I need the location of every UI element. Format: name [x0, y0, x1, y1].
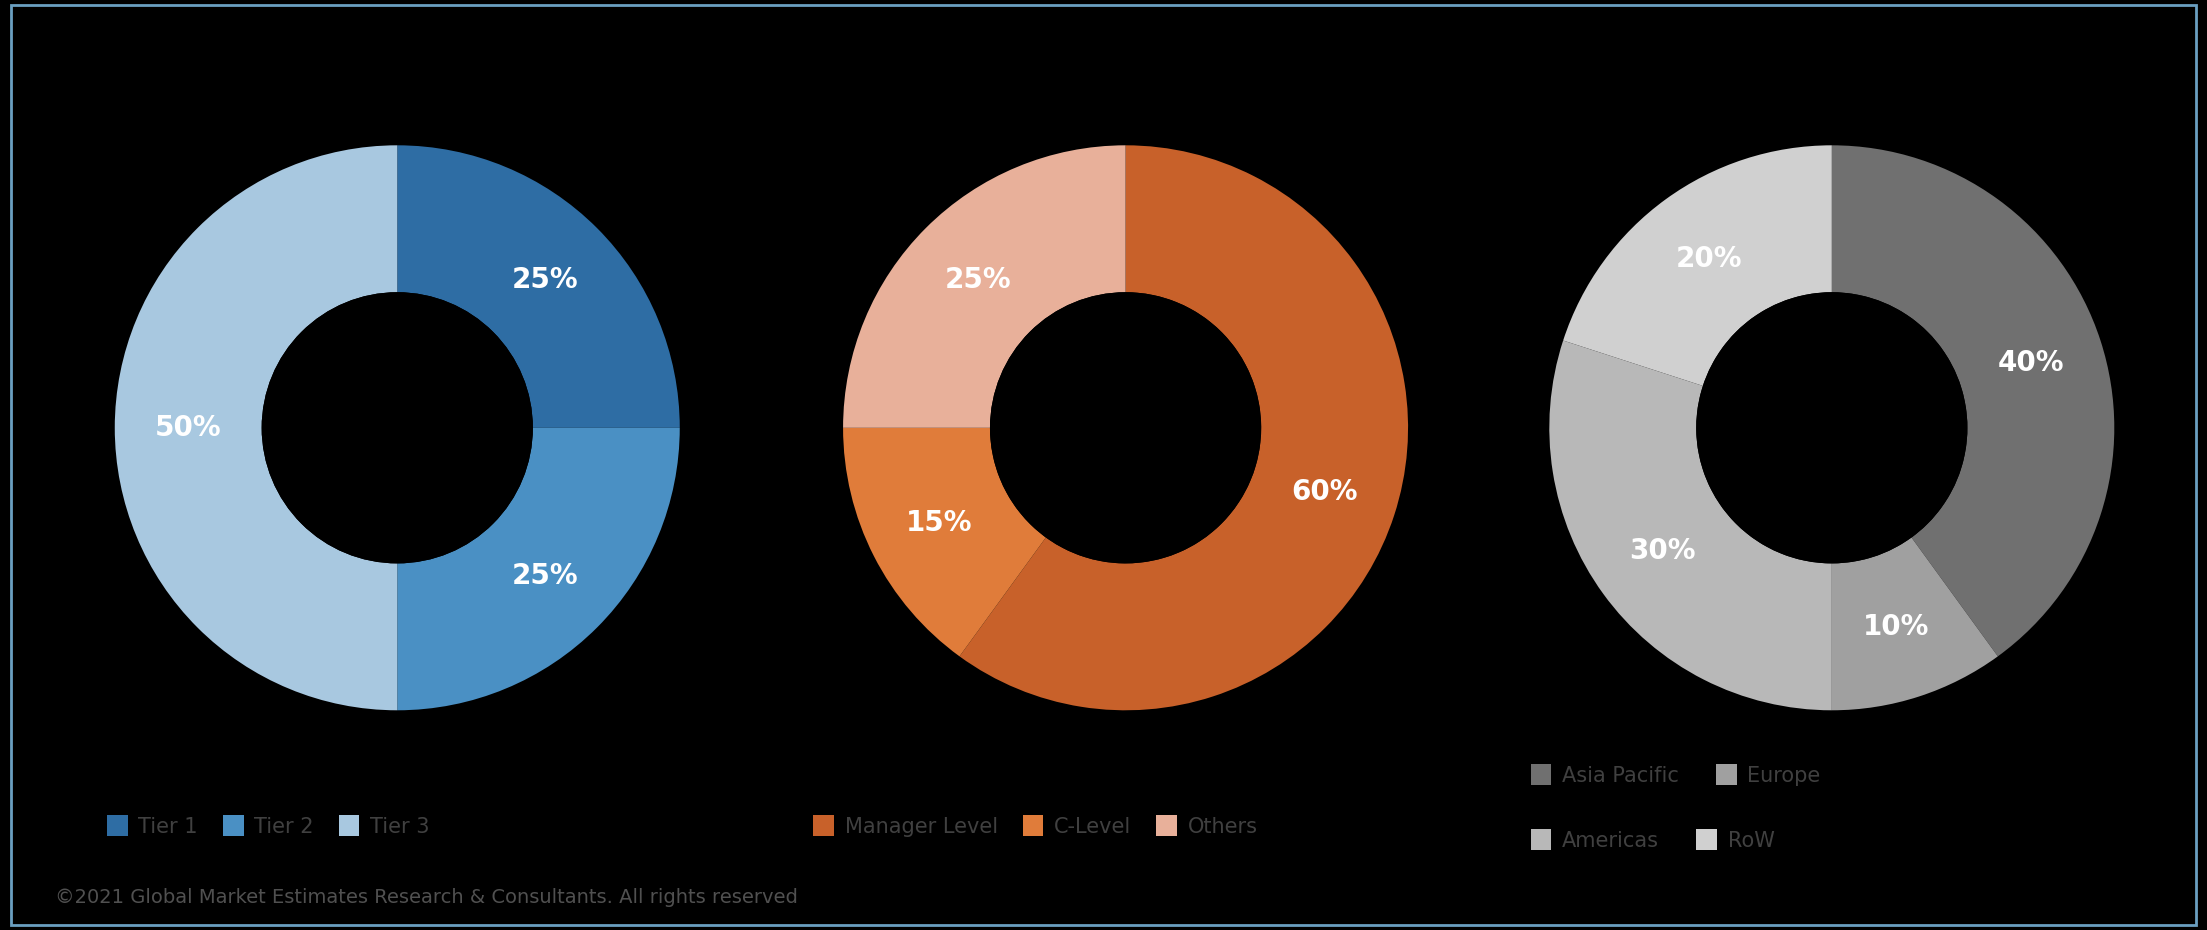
Wedge shape	[843, 428, 1046, 657]
Wedge shape	[1832, 145, 2114, 657]
Wedge shape	[115, 145, 397, 711]
Text: 10%: 10%	[1863, 613, 1929, 641]
Text: ©2021 Global Market Estimates Research & Consultants. All rights reserved: ©2021 Global Market Estimates Research &…	[55, 888, 799, 907]
Legend: Americas, RoW: Americas, RoW	[1523, 821, 1783, 859]
Wedge shape	[397, 428, 680, 711]
Text: 30%: 30%	[1629, 537, 1695, 565]
Text: 60%: 60%	[1291, 478, 1357, 507]
Legend: Asia Pacific, Europe: Asia Pacific, Europe	[1523, 756, 1830, 794]
Legend: Manager Level, C-Level, Others: Manager Level, C-Level, Others	[806, 807, 1267, 845]
Text: 25%: 25%	[512, 266, 578, 294]
Wedge shape	[1549, 340, 1832, 711]
Text: 25%: 25%	[945, 266, 1011, 294]
Text: 25%: 25%	[512, 562, 578, 590]
Text: 15%: 15%	[907, 509, 973, 537]
Text: 40%: 40%	[1997, 349, 2064, 378]
Text: 20%: 20%	[1675, 245, 1741, 272]
Wedge shape	[1832, 538, 1997, 711]
Wedge shape	[397, 145, 680, 428]
Wedge shape	[843, 145, 1126, 428]
Circle shape	[991, 292, 1260, 564]
Legend: Tier 1, Tier 2, Tier 3: Tier 1, Tier 2, Tier 3	[99, 807, 437, 845]
Text: 50%: 50%	[154, 414, 221, 442]
Circle shape	[1697, 292, 1966, 564]
Wedge shape	[960, 145, 1408, 711]
Wedge shape	[1563, 145, 1832, 386]
Circle shape	[263, 292, 532, 564]
